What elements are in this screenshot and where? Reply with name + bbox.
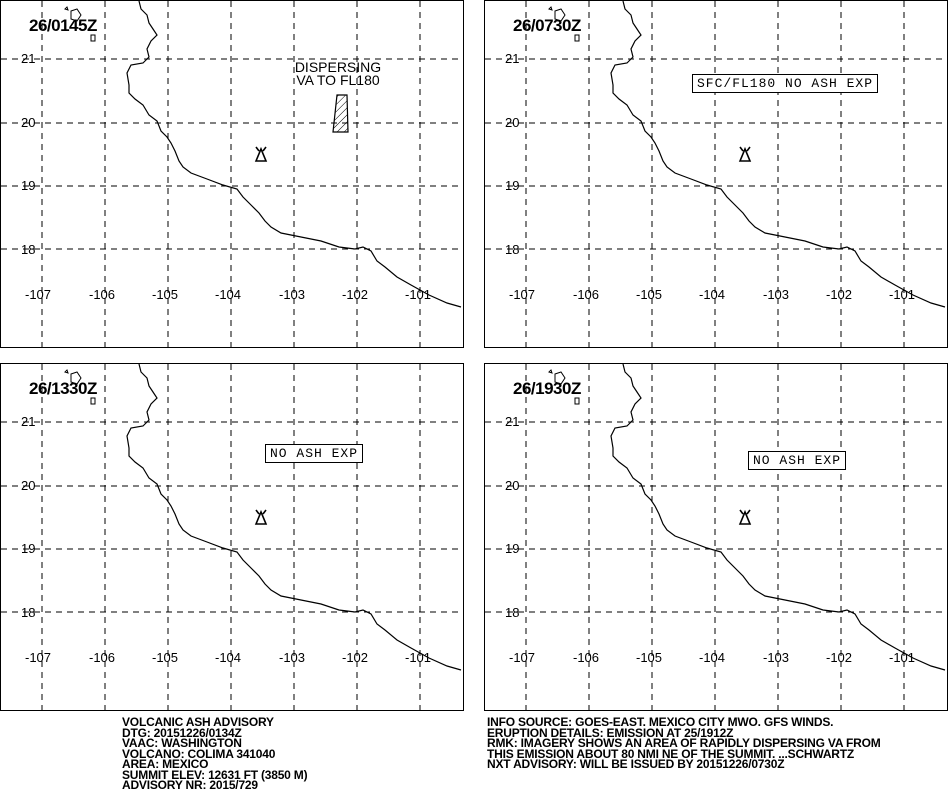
lat-label: 21 <box>21 51 36 66</box>
coastline <box>610 364 946 671</box>
lon-label: -106 <box>89 287 116 302</box>
coastline <box>610 1 946 308</box>
advisory-line: DTG: 20151226/0134Z <box>122 725 242 740</box>
ash-forecast-box: NO ASH EXP <box>748 451 847 470</box>
lon-label: -103 <box>763 650 790 665</box>
lon-label: -104 <box>699 287 726 302</box>
ash-label-line: DISPERSING <box>294 59 382 75</box>
lon-label: -102 <box>826 650 853 665</box>
lon-label: -103 <box>279 287 306 302</box>
lon-label: -105 <box>636 650 663 665</box>
lat-label: 19 <box>21 541 36 556</box>
lat-label: 19 <box>505 541 520 556</box>
lon-label: -106 <box>573 650 600 665</box>
lat-label: 20 <box>505 478 520 493</box>
lon-label: -102 <box>342 650 369 665</box>
ash-label-line: VA TO FL180 <box>296 72 380 88</box>
island-outline <box>64 6 96 42</box>
volcano-triangle-icon <box>254 509 268 525</box>
advisory-line: THIS EMISSION ABOUT 80 NMI NE OF THE SUM… <box>487 746 855 761</box>
advisory-line: VOLCANIC ASH ADVISORY <box>122 715 274 729</box>
island-outline <box>548 6 580 42</box>
panel-time-stamp: 26/0730Z <box>513 16 581 35</box>
lon-label: -104 <box>215 287 242 302</box>
volcano-triangle-icon <box>738 146 752 162</box>
lat-label: 21 <box>505 51 520 66</box>
lon-label: -101 <box>405 650 432 665</box>
lon-label: -101 <box>889 287 916 302</box>
lon-label: -104 <box>699 650 726 665</box>
ash-cloud-label: DISPERSING VA TO FL180 <box>283 59 393 88</box>
volcano-triangle-icon <box>254 146 268 162</box>
map-grid-coastline <box>1 1 463 347</box>
advisory-line: AREA: MEXICO <box>122 757 209 771</box>
lon-label: -103 <box>279 650 306 665</box>
lon-label: -107 <box>25 650 52 665</box>
advisory-line: VOLCANO: COLIMA 341040 <box>122 746 276 761</box>
coastline <box>126 364 462 671</box>
advisory-line: NXT ADVISORY: WILL BE ISSUED BY 20151226… <box>487 757 785 771</box>
panel-time-stamp: 26/1330Z <box>29 379 97 398</box>
lon-label: -107 <box>509 287 536 302</box>
lon-label: -102 <box>342 287 369 302</box>
lat-label: 18 <box>505 242 520 257</box>
panel-time-stamp: 26/0145Z <box>29 16 97 35</box>
lon-label: -106 <box>89 650 116 665</box>
lat-label: 20 <box>505 115 520 130</box>
lat-label: 18 <box>21 242 36 257</box>
lon-label: -105 <box>152 650 179 665</box>
lon-label: -105 <box>152 287 179 302</box>
map-panel-4: 26/1930Z 21 20 19 18 -107 -106 -105 -104… <box>484 363 948 711</box>
lat-label: 18 <box>21 605 36 620</box>
map-grid-coastline <box>1 364 463 710</box>
lon-label: -107 <box>509 650 536 665</box>
advisory-line: INFO SOURCE: GOES-EAST. MEXICO CITY MWO.… <box>487 715 834 729</box>
lat-label: 21 <box>505 414 520 429</box>
advisory-line: ERUPTION DETAILS: EMISSION AT 25/1912Z <box>487 725 734 740</box>
lon-label: -107 <box>25 287 52 302</box>
lat-label: 19 <box>21 178 36 193</box>
lon-label: -101 <box>405 287 432 302</box>
advisory-line: ADVISORY NR: 2015/729 <box>122 778 258 792</box>
map-panel-3: 26/1330Z 21 20 19 18 -107 -106 -105 -104… <box>0 363 464 711</box>
lon-label: -105 <box>636 287 663 302</box>
lon-label: -103 <box>763 287 790 302</box>
island-outline <box>548 369 580 405</box>
map-panel-2: 26/0730Z 21 20 19 18 -107 -106 -105 -104… <box>484 0 948 348</box>
map-grid-coastline <box>485 364 947 710</box>
island-outline <box>64 369 96 405</box>
ash-forecast-box: SFC/FL180 NO ASH EXP <box>692 74 879 93</box>
ash-cloud-polygon <box>332 94 349 133</box>
lon-label: -101 <box>889 650 916 665</box>
lon-label: -104 <box>215 650 242 665</box>
advisory-line: VAAC: WASHINGTON <box>122 736 242 750</box>
panel-time-stamp: 26/1930Z <box>513 379 581 398</box>
ash-forecast-box: NO ASH EXP <box>265 444 364 463</box>
advisory-header-block: VOLCANIC ASH ADVISORY DTG: 20151226/0134… <box>122 715 308 792</box>
coastline <box>126 1 462 308</box>
lon-label: -106 <box>573 287 600 302</box>
advisory-details-block: INFO SOURCE: GOES-EAST. MEXICO CITY MWO.… <box>487 715 881 771</box>
lat-label: 20 <box>21 115 36 130</box>
advisory-line: RMK: IMAGERY SHOWS AN AREA OF RAPIDLY DI… <box>487 736 881 750</box>
map-panel-1: 26/0145Z 21 20 19 18 -107 -106 -105 -104… <box>0 0 464 348</box>
volcano-triangle-icon <box>738 509 752 525</box>
lat-label: 20 <box>21 478 36 493</box>
lat-label: 19 <box>505 178 520 193</box>
map-grid-coastline <box>485 1 947 347</box>
lat-label: 21 <box>21 414 36 429</box>
lon-label: -102 <box>826 287 853 302</box>
lat-label: 18 <box>505 605 520 620</box>
advisory-line: SUMMIT ELEV: 12631 FT (3850 M) <box>122 767 308 782</box>
